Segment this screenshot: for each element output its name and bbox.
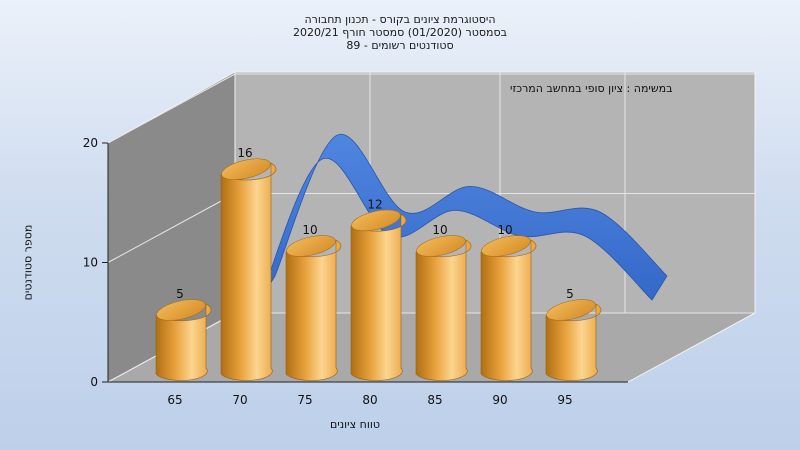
bar-body: [285, 239, 342, 381]
bar-cylinder: 16: [220, 146, 277, 381]
x-tick-label: 75: [297, 393, 312, 407]
bar-value-label: 5: [566, 287, 574, 301]
chart-subtitle: בסמסטר (01/2020) סמסטר חורף 2020/21: [293, 26, 507, 39]
y-tick-label: 0: [90, 375, 98, 389]
bar-cylinder: 10: [415, 223, 472, 381]
x-tick-label: 70: [232, 393, 247, 407]
bar-top-cap: [156, 299, 206, 321]
y-tick-label: 10: [83, 256, 98, 270]
grid-line-side: [107, 193, 236, 263]
bar-cylinder: 10: [285, 223, 342, 381]
bar-body: [545, 303, 602, 381]
bar-value-label: 16: [237, 146, 252, 160]
y-axis-title: מספר סטודנטים: [21, 224, 35, 301]
bar-value-label: 12: [367, 197, 382, 211]
chart-subtitle-registered: סטודנטים רשומים - 89: [346, 39, 454, 52]
bar-value-label: 10: [302, 223, 317, 237]
bar-cylinder: 12: [350, 197, 407, 381]
bar-cylinder: 10: [480, 223, 537, 381]
plot-annotation: במשימה : ציון סופי במחשב המרכזי: [510, 82, 673, 95]
x-axis-title: טווח ציונים: [330, 418, 380, 431]
grid-line-side: [107, 73, 236, 144]
bar-top-cap: [351, 209, 401, 232]
bar-top-cap: [286, 235, 336, 257]
bar-value-label: 10: [432, 223, 447, 237]
bar-top-cap: [546, 299, 596, 321]
chart-title: היסטוגרמת ציונים בקורס - תכנון תחבורה: [304, 13, 496, 26]
x-tick-label: 90: [492, 393, 507, 407]
bar-value-label: 10: [497, 223, 512, 237]
x-tick-label: 65: [167, 393, 182, 407]
bar-cylinder: 5: [545, 287, 602, 381]
bar-top-cap: [481, 235, 531, 257]
bar-body: [155, 303, 212, 381]
x-tick-label: 80: [362, 393, 377, 407]
bar-cylinder: 5: [155, 287, 212, 381]
bar-body: [220, 162, 277, 381]
x-tick-label: 95: [557, 393, 572, 407]
bar-body: [350, 213, 407, 381]
bar-body: [480, 239, 537, 381]
bar-body: [415, 239, 472, 381]
x-tick-label: 85: [427, 393, 442, 407]
bar-top-cap: [416, 235, 466, 257]
y-tick-label: 20: [83, 136, 98, 150]
bar-top-cap: [221, 158, 271, 180]
bar-value-label: 5: [176, 287, 184, 301]
